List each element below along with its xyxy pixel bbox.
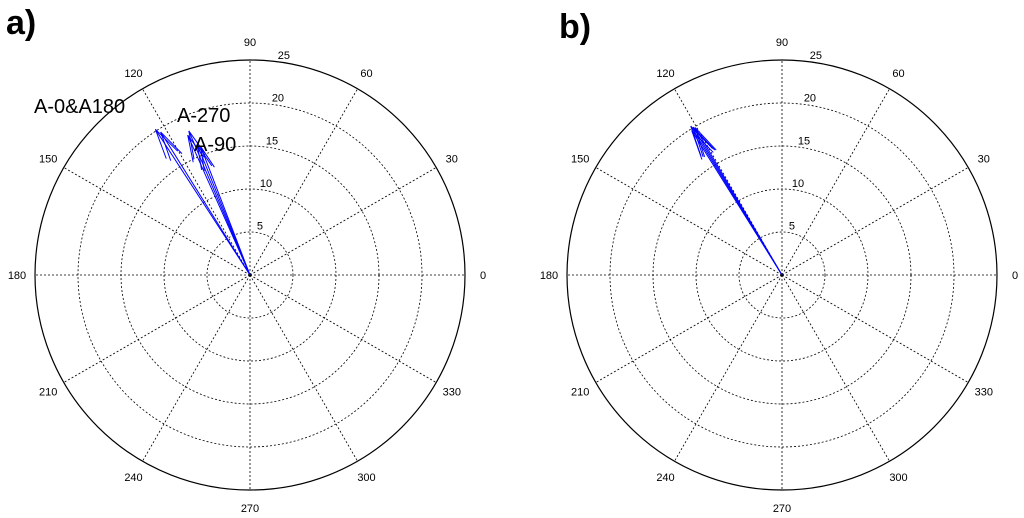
annotation-label: A-90 [194, 134, 236, 156]
arrow-head [160, 131, 183, 155]
spoke-line [63, 167, 251, 276]
angle-tick-label: 210 [571, 387, 589, 399]
arrow-head [690, 125, 714, 150]
angle-tick-label: 30 [978, 154, 990, 166]
radial-tick-label: 5 [789, 220, 795, 232]
spoke-line [781, 274, 969, 383]
angle-tick-label: 300 [889, 472, 907, 484]
angle-tick-label: 270 [773, 503, 791, 515]
radial-tick-label: 25 [810, 50, 822, 62]
angle-tick-label: 60 [360, 68, 372, 80]
angle-tick-label: 60 [892, 68, 904, 80]
outer-circle [34, 59, 466, 491]
spoke-line [142, 274, 251, 462]
arrow-shaft [160, 131, 251, 276]
radial-tick-label: 20 [272, 93, 284, 105]
spoke-line [781, 274, 890, 462]
panel-label-b: b) [559, 8, 592, 46]
arrow-head [691, 130, 714, 153]
angle-tick-label: 120 [656, 68, 674, 80]
range-ring [738, 231, 826, 319]
angle-tick-label: 120 [124, 68, 142, 80]
arrow-head [200, 146, 215, 168]
arrow-head [154, 129, 167, 159]
outer-circle [566, 59, 998, 491]
arrow-head [197, 144, 213, 167]
angle-tick-label: 30 [446, 154, 458, 166]
arrow-head [188, 130, 195, 159]
angle-tick-label: 210 [39, 387, 57, 399]
radial-tick-label: 15 [798, 135, 810, 147]
angle-tick-label: 240 [656, 472, 674, 484]
spoke-line [63, 274, 251, 383]
arrow-shaft [200, 146, 251, 276]
radial-tick-label: 25 [278, 50, 290, 62]
arrow-head [187, 135, 194, 163]
angle-tick-label: 180 [540, 270, 558, 282]
angle-tick-label: 0 [480, 270, 486, 282]
angle-tick-label: 330 [443, 387, 461, 399]
spoke-line [249, 274, 437, 383]
spoke-line [674, 274, 783, 462]
angle-tick-label: 270 [241, 503, 259, 515]
arrow-head [196, 144, 203, 171]
arrow-head [155, 128, 179, 152]
arrow-shaft [154, 129, 251, 276]
arrow-shaft [691, 130, 783, 276]
angle-tick-label: 180 [8, 270, 26, 282]
arrow-shaft [694, 127, 783, 276]
arrow-head [160, 131, 172, 161]
angle-tick-label: 330 [975, 387, 993, 399]
arrow-head [694, 127, 706, 158]
angle-tick-label: 150 [39, 154, 57, 166]
radial-tick-label: 10 [260, 178, 272, 190]
compass-arrow [691, 130, 783, 276]
compass-arrow [187, 134, 251, 276]
compass-arrow [160, 131, 251, 276]
range-ring [206, 231, 294, 319]
spoke-line [595, 274, 783, 383]
panel-label-a: a) [6, 4, 37, 42]
polar-chart-a: 0 30 60 90 120 150 180 210 240 270 300 330 5 10 15 20 25… [8, 37, 486, 515]
radial-tick-label: 15 [266, 135, 278, 147]
arrow-shaft [187, 134, 251, 276]
angle-tick-label: 150 [571, 154, 589, 166]
radial-tick-label: 5 [257, 220, 263, 232]
compass-arrow [200, 146, 251, 276]
radial-tick-label: 20 [804, 93, 816, 105]
angle-tick-label: 90 [776, 37, 788, 49]
arrow-head [694, 127, 717, 151]
annotation-label: A-270 [177, 105, 230, 127]
spoke-line [595, 167, 783, 276]
angle-tick-label: 240 [124, 472, 142, 484]
angle-tick-label: 300 [357, 472, 375, 484]
spoke-line [249, 167, 437, 276]
radial-tick-label: 10 [792, 178, 804, 190]
spoke-line [249, 274, 358, 462]
compass-arrow [154, 128, 251, 276]
compass-arrow [694, 127, 783, 276]
angle-tick-label: 0 [1012, 270, 1018, 282]
polar-chart-b: 0 30 60 90 120 150 180 210 240 270 300 330 5 10 15 20 25 [540, 37, 1018, 515]
angle-tick-label: 90 [244, 37, 256, 49]
spoke-line [781, 167, 969, 276]
arrow-head [200, 146, 205, 172]
annotation-label: A-0&A180 [34, 96, 125, 118]
arrow-head [691, 130, 703, 160]
